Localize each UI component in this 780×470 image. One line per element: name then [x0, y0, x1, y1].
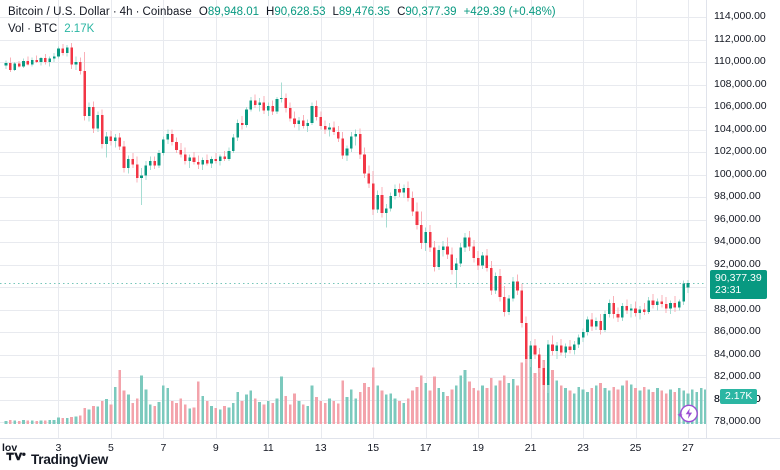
price-axis-tick: 82,000.00 — [714, 370, 761, 382]
time-axis-tick: 5 — [108, 442, 114, 454]
price-axis-tick: 96,000.00 — [714, 212, 761, 225]
time-axis-tick: 3 — [55, 442, 62, 454]
time-axis-tick: 15 — [367, 442, 380, 454]
price-axis-tick: 100,000.00 — [714, 167, 767, 180]
time-axis-tick: lov — [2, 442, 18, 454]
time-axis-tick: 9 — [212, 442, 219, 454]
time-axis-tick: 17 — [419, 442, 432, 454]
price-axis-tick: 114,000.00 — [714, 10, 766, 22]
time-axis-tick: 21 — [524, 442, 537, 454]
price-axis-tick: 88,000.00 — [714, 302, 761, 315]
price-axis[interactable]: 114,000.00 112,000.00 110,000.00 108,000.00… — [706, 0, 780, 438]
time-axis[interactable]: lov 3 5 7 9 11 13 15 17 19 21 23 25 27 — [0, 438, 780, 458]
time-axis-tick: 7 — [160, 442, 167, 454]
price-axis-tick: 108,000.00 — [714, 77, 767, 90]
chart-plot-area[interactable] — [0, 0, 706, 438]
price-axis-tick: 98,000.00 — [714, 190, 761, 202]
bar-countdown: 23:31 — [715, 283, 742, 296]
price-axis-tick: 112,000.00 — [714, 32, 766, 45]
time-axis-tick: 25 — [629, 442, 642, 454]
time-axis-tick: 19 — [472, 442, 484, 454]
price-axis-tick: 102,000.00 — [714, 145, 767, 157]
time-axis-tick: 27 — [682, 442, 694, 454]
chart-canvas — [0, 0, 706, 438]
bottom-toolbar — [0, 458, 780, 470]
current-price-value: 90,377.39 — [715, 271, 762, 284]
price-axis-tick: 92,000.00 — [714, 257, 761, 270]
tradingview-logo[interactable]: TradingView — [6, 452, 108, 468]
price-axis-tick: 110,000.00 — [714, 55, 766, 67]
price-axis-tick: 86,000.00 — [714, 325, 761, 337]
time-axis-tick: 23 — [577, 442, 589, 454]
tradingview-wordmark: TradingView — [31, 452, 109, 467]
price-axis-tick: 84,000.00 — [714, 347, 761, 360]
time-axis-tick: 13 — [314, 442, 327, 454]
price-axis-tick: 94,000.00 — [714, 235, 761, 247]
tradingview-logo-icon — [6, 451, 26, 469]
price-axis-tick: 106,000.00 — [714, 100, 767, 112]
time-axis-tick: 11 — [262, 442, 274, 454]
volume-value-badge[interactable]: 2.17K — [720, 389, 758, 404]
time-axis-divider — [0, 438, 780, 439]
current-price-badge[interactable]: 90,377.39 23:31 — [710, 269, 767, 299]
price-axis-tick: 78,000.00 — [714, 415, 761, 427]
price-axis-tick: 104,000.00 — [714, 122, 767, 135]
lightning-bolt-icon[interactable] — [674, 402, 700, 431]
price-axis-divider — [706, 0, 707, 438]
